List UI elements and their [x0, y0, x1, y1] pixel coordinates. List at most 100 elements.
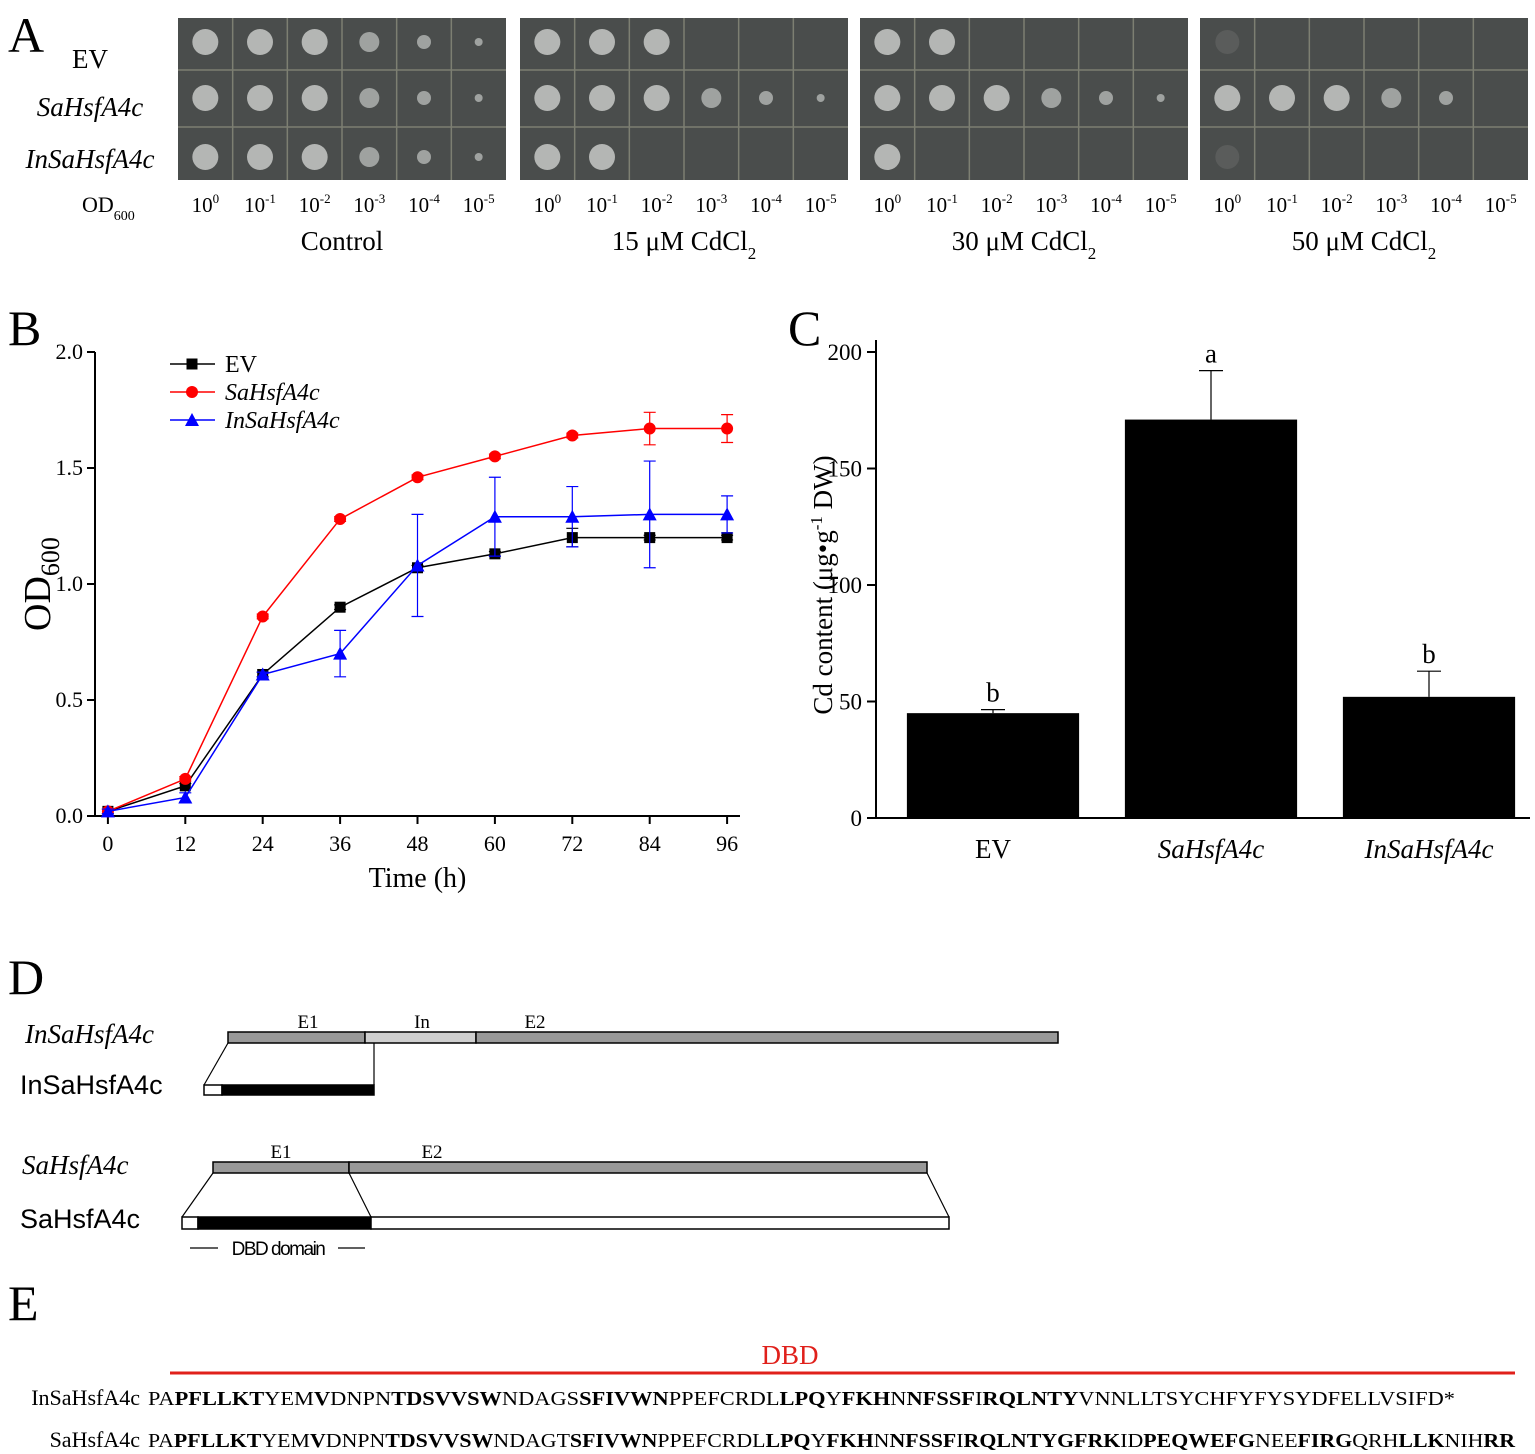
y-tick-label: 0: [851, 806, 863, 831]
colony-spot: [1269, 85, 1295, 111]
text-part: -5: [484, 191, 495, 206]
text-part: -2: [320, 191, 331, 206]
text-part: FKH: [842, 1388, 891, 1410]
bar: [906, 713, 1080, 818]
legend-marker: [186, 386, 198, 398]
error-bar: [1417, 670, 1441, 697]
diagram-connector: [203, 1042, 229, 1086]
diagram-box: [203, 1084, 223, 1096]
text-part: 10: [874, 193, 895, 217]
protein-label: InSaHsfA4c: [20, 1070, 163, 1100]
colony-spot: [192, 144, 219, 170]
x-tick-label: EV: [975, 834, 1011, 864]
x-tick-label: 84: [639, 831, 661, 856]
text-part: V: [314, 1388, 331, 1410]
text-part: LPQ: [766, 1430, 811, 1452]
diagram-box: [181, 1216, 199, 1230]
bar: [1342, 696, 1516, 818]
text-part: ID: [1120, 1430, 1143, 1452]
dilution-label: 10-1: [244, 191, 276, 217]
colony-spot: [589, 85, 615, 111]
text-part: PPEFCRDL: [657, 1430, 765, 1452]
y-tick-label: 2.0: [56, 339, 84, 364]
sequence: PA PFLLKT YEM VDNPN TDSVVSW NDAGS SFIVWN PPEFCR…: [148, 1388, 1455, 1410]
text-part: YEM: [261, 1430, 310, 1452]
legend-label: EV: [225, 352, 258, 378]
colony-spot: [1215, 145, 1240, 169]
colony-spot: [417, 150, 431, 164]
dilution-label: 100: [1214, 191, 1242, 217]
text-part: LPQ: [780, 1388, 826, 1410]
colony-spot: [874, 144, 901, 170]
text-part: N: [890, 1388, 906, 1410]
marker: [255, 667, 270, 681]
text-part: SFIVWN: [579, 1388, 669, 1410]
marker: [256, 610, 269, 623]
marker: [179, 772, 192, 785]
row-label: InSaHsfA4c: [25, 144, 155, 174]
text-part: FIRG: [1298, 1430, 1353, 1452]
colony-spot: [247, 144, 273, 170]
colony-spot: [474, 94, 483, 102]
text-part: YEM: [264, 1388, 314, 1410]
legend-marker: [185, 413, 199, 426]
legend-label: InSaHsfA4c: [224, 408, 340, 434]
diagram-connector: [181, 1172, 214, 1218]
exon-label: E1: [297, 1012, 318, 1033]
text-part: QRH: [1352, 1430, 1398, 1452]
x-tick-label: 96: [716, 831, 738, 856]
marker: [721, 422, 734, 435]
text-part: VNNLLTSYCHFYFYSYDFELLVSIFD*: [1078, 1388, 1455, 1410]
text-part: NFSSF: [907, 1388, 975, 1410]
text-part: 10: [1145, 193, 1166, 217]
y-tick-label: 0.5: [56, 687, 84, 712]
colony-spot: [1156, 94, 1165, 102]
dilution-label: 10-5: [1145, 191, 1177, 217]
colony-spot: [701, 88, 722, 108]
diagram-connector: [926, 1172, 950, 1218]
text-part: 10: [463, 193, 484, 217]
marker: [334, 601, 346, 613]
text-part: PPEFCRDL: [669, 1388, 780, 1410]
colony-spot: [1099, 91, 1113, 105]
text-part: 10: [1214, 193, 1235, 217]
text-part: 600: [36, 537, 65, 576]
domain-title: DBD: [761, 1340, 818, 1370]
text-part: -5: [826, 191, 837, 206]
text-part: -2: [1002, 191, 1013, 206]
text-part: 2: [1088, 244, 1097, 263]
colony-spot: [534, 29, 561, 55]
text-part: 15 μM CdCl: [612, 226, 748, 256]
text-part: -4: [1451, 191, 1462, 206]
panel-label: E: [8, 1275, 39, 1331]
text-part: RQLNTY: [964, 1430, 1058, 1452]
text-part: PA: [148, 1388, 175, 1410]
marker: [720, 507, 735, 521]
text-part: DNPN: [326, 1430, 386, 1452]
marker: [487, 509, 502, 523]
x-axis-title: Time (h): [369, 863, 467, 894]
dilution-label: 10-2: [641, 191, 673, 217]
text-part: 10: [244, 193, 265, 217]
text-part: 10: [299, 193, 320, 217]
colony-spot: [301, 144, 328, 170]
exon-label: E2: [524, 1012, 545, 1033]
text-part: GFRK: [1057, 1430, 1121, 1452]
y-tick-label: 1.5: [56, 455, 84, 480]
text-part: 10: [750, 193, 771, 217]
y-tick-label: 200: [828, 340, 863, 365]
panel-label: B: [8, 300, 41, 356]
dilution-label: 10-3: [1035, 191, 1067, 217]
dilution-label: 10-4: [1090, 191, 1122, 217]
marker: [334, 513, 347, 526]
exon-label: In: [414, 1012, 430, 1033]
text-part: PFLLKT: [175, 1388, 265, 1410]
x-tick-label: 12: [174, 831, 196, 856]
text-part: 10: [1090, 193, 1111, 217]
text-part: 10: [408, 193, 429, 217]
exon-label: E2: [421, 1142, 442, 1163]
sequence: PA PFLLKT YEM VDNPN TDSVVSW NDAGT SFIVWN PPEFCR…: [148, 1430, 1516, 1452]
text-part: -2: [1342, 191, 1353, 206]
diagram-box: [348, 1161, 928, 1174]
condition-label: 15 μM CdCl2: [612, 226, 757, 263]
